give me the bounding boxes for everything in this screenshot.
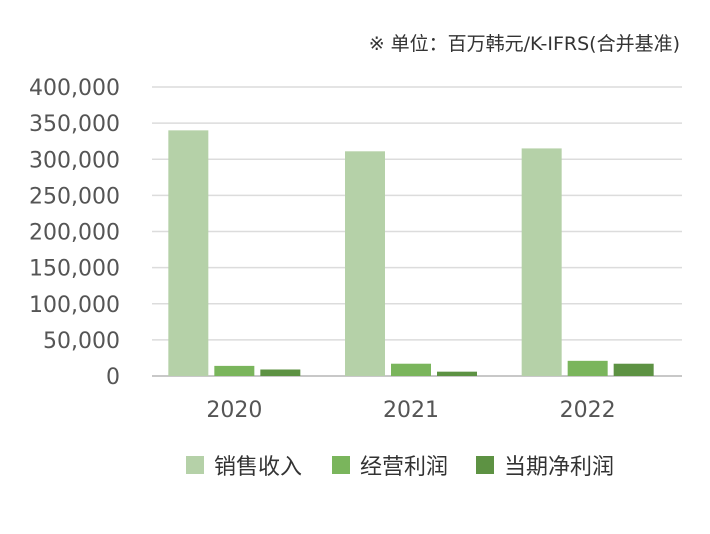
- y-tick-label: 200,000: [29, 221, 120, 246]
- x-tick-label: 2020: [206, 398, 262, 423]
- bar: [521, 148, 562, 376]
- grid-lines: [152, 86, 682, 377]
- bar: [567, 360, 608, 376]
- legend-swatch: [332, 456, 350, 474]
- legend-label: 经营利润: [360, 455, 448, 480]
- y-tick-label: 150,000: [29, 257, 120, 282]
- legend-label: 当期净利润: [504, 455, 614, 480]
- y-tick-label: 100,000: [29, 293, 120, 318]
- bar: [214, 365, 255, 376]
- legend-swatch: [476, 456, 494, 474]
- bar: [345, 151, 385, 376]
- bars: [168, 130, 654, 376]
- y-tick-label: 250,000: [29, 184, 120, 209]
- legend-label: 销售收入: [214, 455, 302, 480]
- y-tick-label: 300,000: [29, 148, 120, 173]
- x-tick-label: 2021: [383, 398, 439, 423]
- bar: [260, 369, 301, 376]
- y-tick-label: 400,000: [29, 76, 120, 101]
- y-tick-label: 0: [106, 365, 120, 390]
- bar: [168, 130, 209, 376]
- bar: [613, 363, 654, 376]
- legend: 销售收入 经营利润 当期净利润: [186, 455, 614, 480]
- x-tick-label: 2022: [560, 398, 616, 423]
- x-axis: 2020 2021 2022: [206, 398, 615, 423]
- legend-swatch: [186, 456, 204, 474]
- y-axis: 0 50,000 100,000 150,000 200,000 250,000 300,0…: [29, 76, 120, 390]
- y-tick-label: 350,000: [29, 112, 120, 137]
- unit-note: ※ 单位：百万韩元/K-IFRS(合并基准): [369, 33, 680, 55]
- bar: [391, 363, 431, 376]
- bar: [437, 371, 477, 376]
- y-tick-label: 50,000: [43, 329, 120, 354]
